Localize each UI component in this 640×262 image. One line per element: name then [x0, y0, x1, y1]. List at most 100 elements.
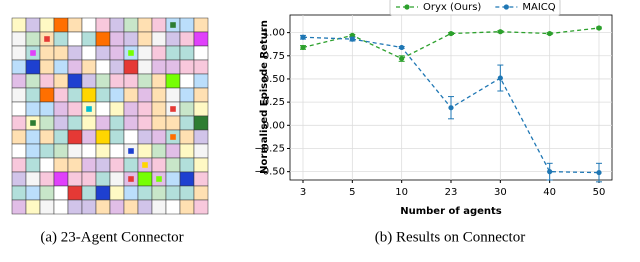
data-point [399, 55, 405, 62]
grid-cell [151, 115, 167, 131]
data-point [349, 32, 355, 38]
grid-cell [137, 59, 153, 75]
grid-cell [11, 171, 27, 187]
data-point [300, 34, 306, 40]
grid-cell [67, 73, 83, 89]
x-tick-label: 30 [494, 187, 507, 198]
grid-cell [151, 73, 167, 89]
x-tick-label: 3 [300, 187, 306, 198]
x-tick-label: 10 [395, 187, 408, 198]
agent-marker [44, 36, 50, 42]
grid-cell [95, 101, 111, 117]
grid-cell [81, 143, 97, 159]
grid-cell [165, 171, 181, 187]
grid-cell [53, 115, 69, 131]
grid-cell [25, 129, 41, 145]
grid-cell [123, 17, 139, 33]
grid-cell [81, 45, 97, 61]
grid-cell [39, 171, 55, 187]
legend-label: Oryx (Ours) [423, 2, 481, 13]
agent-marker [128, 148, 134, 154]
connector-grid-image [11, 17, 209, 215]
grid-cell [165, 31, 181, 47]
grid-cell [39, 115, 55, 131]
grid-cell [67, 199, 83, 215]
grid-cell [151, 199, 167, 215]
grid-cell [123, 59, 139, 75]
grid-cell [81, 199, 97, 215]
grid-cell [95, 157, 111, 173]
grid-cell [81, 185, 97, 201]
grid-cell [151, 59, 167, 75]
grid-cell [179, 73, 195, 89]
grid-cell [25, 157, 41, 173]
grid-cell [25, 143, 41, 159]
grid-cell [137, 115, 153, 131]
grid-cell [193, 171, 209, 187]
data-point [448, 105, 454, 111]
grid-cell [39, 157, 55, 173]
grid-cell [39, 185, 55, 201]
grid-cell [67, 17, 83, 33]
grid-cell [109, 17, 125, 33]
agent-marker [142, 162, 148, 168]
grid-cell [25, 185, 41, 201]
y-tick-label: −0.25 [254, 143, 285, 154]
grid-cell [165, 115, 181, 131]
agent-marker [30, 120, 36, 126]
grid-cell [179, 185, 195, 201]
legend-box [389, 0, 561, 16]
legend-label: MAICQ [522, 2, 555, 13]
agent-marker [156, 176, 162, 182]
grid-cell [179, 87, 195, 103]
grid-cell [95, 199, 111, 215]
grid-cell [165, 59, 181, 75]
grid-cell [53, 87, 69, 103]
grid-cell [53, 45, 69, 61]
grid-cell [25, 171, 41, 187]
grid-cell [67, 171, 83, 187]
grid-cell [179, 31, 195, 47]
data-point [547, 169, 553, 175]
grid-cell [193, 17, 209, 33]
grid-cell [67, 115, 83, 131]
caption: (a) 23-Agent Connector [40, 229, 183, 245]
grid-cell [179, 115, 195, 131]
grid-cell [109, 87, 125, 103]
grid-cell [11, 115, 27, 131]
grid-cell [39, 59, 55, 75]
x-tick-label: 40 [543, 187, 556, 198]
grid-cell [81, 17, 97, 33]
grid-cell [67, 143, 83, 159]
grid-cell [193, 129, 209, 145]
grid-cell [193, 73, 209, 89]
legend-marker [503, 4, 509, 10]
grid-cell [53, 129, 69, 145]
grid-cell [11, 31, 27, 47]
y-axis-label: Normalised Episode Return [259, 20, 270, 174]
grid-cell [137, 17, 153, 33]
grid-cell [151, 143, 167, 159]
grid-cell [81, 87, 97, 103]
grid-cell [137, 143, 153, 159]
grid-cell [81, 157, 97, 173]
grid-cell [179, 157, 195, 173]
grid-cell [39, 199, 55, 215]
data-point [547, 30, 553, 37]
grid-cell [123, 101, 139, 117]
grid-cell [193, 185, 209, 201]
grid-cell [25, 31, 41, 47]
grid-cell [151, 129, 167, 145]
grid-cell [179, 171, 195, 187]
grid-cell [11, 17, 27, 33]
grid-cell [95, 115, 111, 131]
grid-cell [81, 59, 97, 75]
grid-cell [53, 199, 69, 215]
grid-cell [81, 171, 97, 187]
grid-cell [81, 115, 97, 131]
x-axis-label: Number of agents [400, 206, 502, 217]
x-tick-label: 50 [593, 187, 606, 198]
y-tick-label: 1.00 [263, 28, 285, 39]
grid-cell [53, 157, 69, 173]
grid-cell [137, 171, 153, 187]
